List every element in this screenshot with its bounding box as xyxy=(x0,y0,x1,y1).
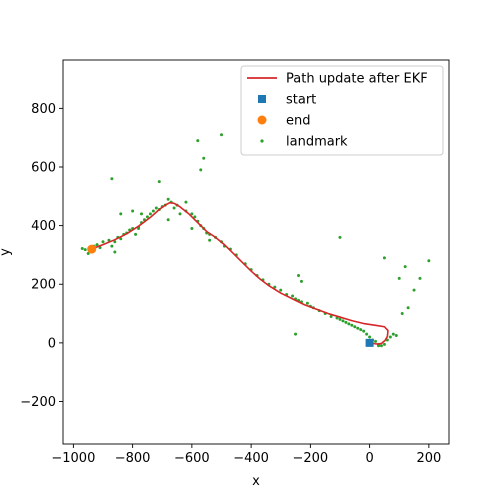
x-tick-label: −800 xyxy=(115,451,151,466)
landmark-point xyxy=(382,256,386,260)
landmark-point xyxy=(305,301,309,305)
landmark-point xyxy=(418,276,422,280)
landmark-point xyxy=(202,156,206,160)
start-marker xyxy=(365,338,374,347)
landmark-point xyxy=(193,215,197,219)
landmark-point xyxy=(178,212,182,216)
legend-square-swatch xyxy=(258,95,266,103)
y-tick-label: −200 xyxy=(20,395,56,410)
axis-ticks: −1000 −800 −600 −400 −200 0 200 −200 0 200 400 600 8… xyxy=(20,102,441,466)
landmark-point xyxy=(388,335,392,339)
landmark-point xyxy=(110,244,114,248)
landmark-point xyxy=(297,273,301,277)
plot-area xyxy=(80,133,431,348)
landmark-point xyxy=(382,342,386,346)
legend-label: Path update after EKF xyxy=(286,72,428,87)
y-tick-label: 400 xyxy=(31,219,56,234)
landmark-point xyxy=(391,332,395,336)
landmark-point xyxy=(344,320,348,324)
landmark-point xyxy=(362,329,366,333)
landmark-point xyxy=(86,251,90,255)
landmark-point xyxy=(196,139,200,143)
landmark-point xyxy=(166,218,170,222)
landmark-point xyxy=(166,197,170,201)
landmark-point xyxy=(219,133,223,137)
landmark-point xyxy=(338,235,342,239)
landmark-point xyxy=(110,177,114,181)
x-axis-label: x xyxy=(252,474,260,489)
landmark-point xyxy=(341,319,345,323)
landmark-point xyxy=(95,243,99,247)
x-tick-label: −400 xyxy=(233,451,269,466)
landmark-point xyxy=(356,326,360,330)
landmark-point xyxy=(394,334,398,338)
landmark-point xyxy=(134,232,138,236)
landmark-point xyxy=(83,248,87,252)
x-tick-label: −1000 xyxy=(51,451,95,466)
landmark-point xyxy=(279,288,283,292)
landmark-point xyxy=(199,168,203,172)
y-tick-label: 600 xyxy=(31,160,56,175)
landmark-point xyxy=(273,285,277,289)
landmark-point xyxy=(406,306,410,310)
landmark-point xyxy=(184,200,188,204)
legend-dot-swatch xyxy=(260,139,264,143)
ekf-path-line xyxy=(90,201,389,345)
legend-circle-swatch xyxy=(257,115,267,125)
y-tick-label: 0 xyxy=(48,336,56,351)
legend-label: landmark xyxy=(286,135,348,150)
landmark-point xyxy=(101,240,105,244)
landmark-point xyxy=(338,317,342,321)
landmark-point xyxy=(131,209,135,213)
landmark-point xyxy=(145,215,149,219)
landmark-point xyxy=(403,265,407,269)
legend: Path update after EKF start end landmark xyxy=(240,65,444,156)
landmark-point xyxy=(140,212,144,216)
x-tick-label: −600 xyxy=(174,451,210,466)
x-tick-label: −200 xyxy=(293,451,329,466)
landmark-point xyxy=(353,325,357,329)
legend-box xyxy=(240,65,444,156)
y-tick-label: 200 xyxy=(31,278,56,293)
landmark-point xyxy=(379,344,383,348)
landmark-point xyxy=(172,206,176,210)
landmark-point xyxy=(291,294,295,298)
landmark-point xyxy=(151,209,155,213)
y-tick-label: 800 xyxy=(31,102,56,117)
landmark-point xyxy=(397,276,401,280)
landmark-point xyxy=(368,335,372,339)
landmark-point xyxy=(359,328,363,332)
landmark-point xyxy=(80,246,84,250)
landmark-point xyxy=(374,339,378,343)
landmark-point xyxy=(365,332,369,336)
landmark-point xyxy=(157,180,161,184)
landmark-point xyxy=(400,312,404,316)
landmark-point xyxy=(329,314,333,318)
landmark-point xyxy=(347,322,351,326)
landmark-point xyxy=(148,212,152,216)
landmark-point xyxy=(154,206,158,210)
landmark-point xyxy=(412,288,416,292)
landmark-point xyxy=(427,259,431,263)
landmark-point xyxy=(119,237,123,241)
landmark-point xyxy=(294,332,298,336)
landmark-point xyxy=(119,212,123,216)
landmark-point xyxy=(137,227,141,231)
axes-frame xyxy=(62,59,450,445)
landmark-point xyxy=(299,279,303,283)
landmark-point xyxy=(376,344,380,348)
landmark-point xyxy=(350,323,354,327)
x-tick-label: 200 xyxy=(416,451,441,466)
end-marker xyxy=(87,244,97,254)
landmark-point xyxy=(208,238,212,242)
legend-label: end xyxy=(286,114,311,129)
x-tick-label: 0 xyxy=(365,451,373,466)
landmark-point xyxy=(113,250,117,254)
landmark-point xyxy=(113,240,117,244)
legend-label: start xyxy=(286,93,316,108)
landmark-point xyxy=(190,227,194,231)
y-axis-label: y xyxy=(0,248,13,256)
landmark-point xyxy=(190,212,194,216)
